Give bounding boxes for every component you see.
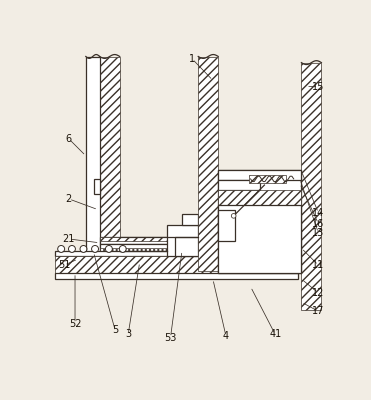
Text: 11: 11 bbox=[312, 260, 325, 270]
Circle shape bbox=[81, 246, 86, 252]
Text: 14: 14 bbox=[312, 208, 325, 218]
Bar bbox=[55, 256, 298, 273]
Circle shape bbox=[106, 246, 112, 252]
Bar bbox=[167, 225, 198, 256]
Circle shape bbox=[120, 246, 126, 252]
Bar bbox=[249, 175, 286, 183]
Bar bbox=[218, 205, 301, 273]
Bar bbox=[100, 244, 198, 250]
Text: 6: 6 bbox=[66, 134, 72, 144]
Bar bbox=[218, 210, 235, 240]
Bar bbox=[100, 237, 198, 244]
Text: 5: 5 bbox=[112, 325, 118, 335]
Circle shape bbox=[232, 214, 236, 218]
Bar bbox=[100, 237, 198, 240]
Text: 1: 1 bbox=[189, 54, 195, 64]
Bar bbox=[175, 238, 198, 256]
Circle shape bbox=[231, 213, 236, 218]
Bar bbox=[218, 170, 301, 180]
Bar bbox=[86, 57, 100, 259]
Text: 16: 16 bbox=[312, 218, 325, 228]
Bar bbox=[100, 57, 120, 264]
Bar bbox=[218, 180, 260, 190]
Text: 2: 2 bbox=[66, 194, 72, 204]
Bar bbox=[100, 248, 198, 250]
Text: 41: 41 bbox=[269, 330, 281, 340]
Text: 53: 53 bbox=[164, 332, 177, 342]
Text: 12: 12 bbox=[312, 288, 325, 298]
Bar bbox=[218, 190, 301, 205]
Bar bbox=[301, 63, 321, 310]
Bar bbox=[55, 273, 298, 279]
Bar bbox=[55, 250, 298, 256]
Bar bbox=[198, 57, 218, 271]
Circle shape bbox=[92, 246, 98, 252]
Bar bbox=[218, 170, 301, 273]
Bar bbox=[93, 179, 100, 194]
Text: 17: 17 bbox=[312, 306, 325, 316]
Text: 52: 52 bbox=[69, 319, 81, 329]
Bar bbox=[182, 214, 198, 225]
Text: 4: 4 bbox=[223, 331, 229, 341]
Circle shape bbox=[58, 246, 64, 252]
Text: 21: 21 bbox=[63, 234, 75, 244]
Circle shape bbox=[69, 246, 75, 252]
Text: 51: 51 bbox=[58, 260, 70, 270]
Text: 3: 3 bbox=[125, 330, 131, 340]
Text: 13: 13 bbox=[312, 228, 325, 238]
Text: 15: 15 bbox=[312, 82, 325, 92]
